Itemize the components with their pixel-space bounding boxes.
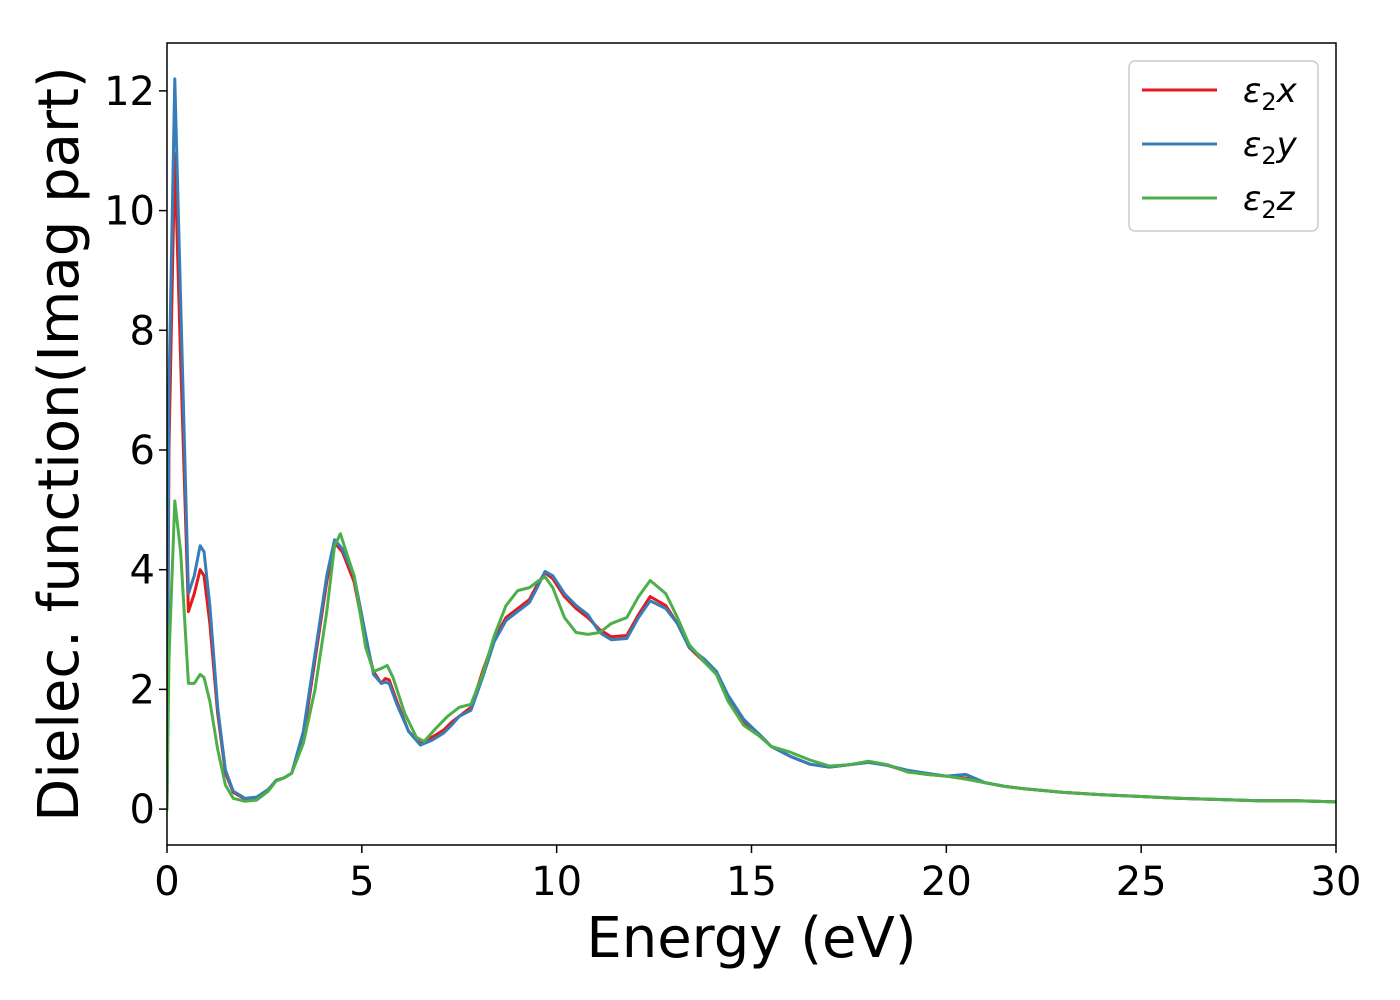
y-tick-label: 2 (130, 667, 155, 713)
axis-ticks: 0 5 10 15 20 25 30 0 2 4 6 8 10 12 (104, 69, 1361, 905)
legend: ε2x ε2y ε2z (1128, 60, 1319, 232)
x-tick-label: 30 (1311, 859, 1362, 905)
x-tick-label: 25 (1116, 859, 1167, 905)
x-tick-label: 10 (531, 859, 582, 905)
x-tick-label: 5 (349, 859, 374, 905)
y-tick-label: 6 (130, 428, 155, 474)
x-tick-label: 15 (726, 859, 777, 905)
legend-entry-y: ε2y (1243, 125, 1298, 170)
legend-entry-z: ε2z (1243, 179, 1296, 224)
y-tick-label: 10 (104, 189, 155, 235)
x-tick-label: 0 (154, 859, 179, 905)
y-tick-label: 0 (130, 787, 155, 833)
y-tick-label: 4 (130, 548, 155, 594)
series-line-y (167, 77, 1336, 811)
series-line-x (167, 152, 1336, 811)
legend-entry-x: ε2x (1243, 71, 1298, 116)
x-axis-label: Energy (eV) (586, 906, 916, 971)
series-line-z (167, 499, 1336, 811)
y-tick-label: 12 (104, 69, 155, 115)
y-axis-label: Dielec. function(Imag part) (27, 66, 92, 822)
x-tick-label: 20 (921, 859, 972, 905)
y-tick-label: 8 (130, 308, 155, 354)
legend-box (1128, 60, 1319, 232)
